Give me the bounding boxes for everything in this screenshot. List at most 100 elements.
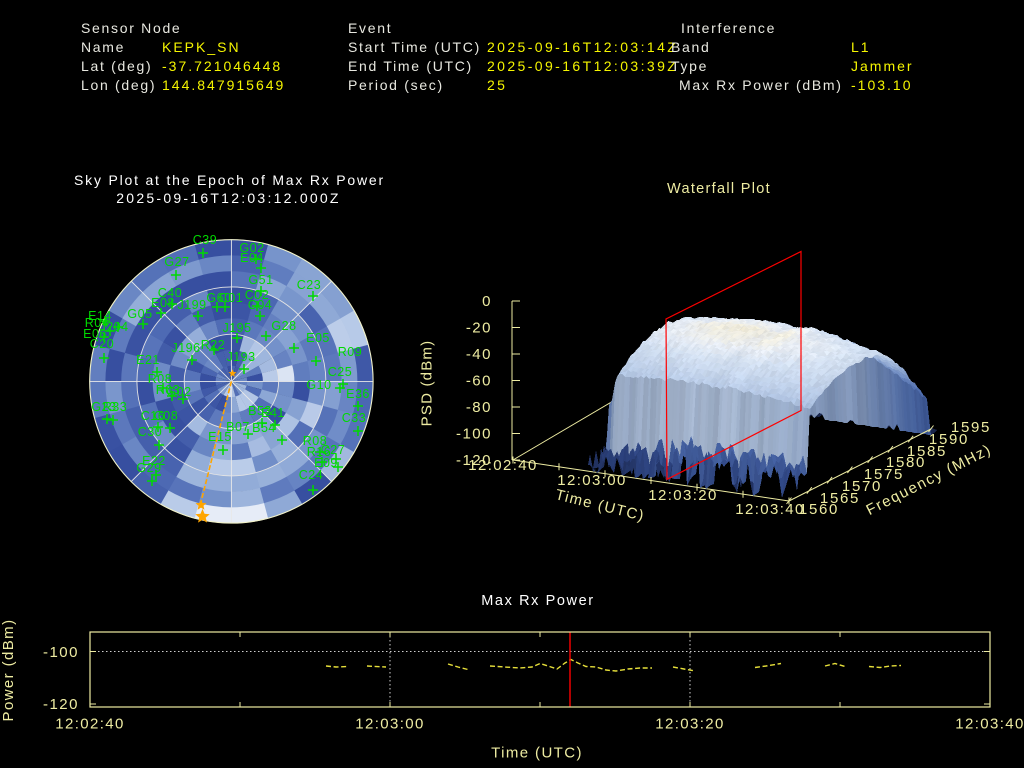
svg-text:Name: Name [81, 39, 125, 55]
svg-text:C25: C25 [328, 365, 352, 379]
svg-text:B53: B53 [248, 404, 272, 418]
svg-text:2025-09-16T12:03:14Z: 2025-09-16T12:03:14Z [487, 39, 678, 55]
svg-text:G05: G05 [127, 307, 152, 321]
svg-text:G02: G02 [239, 241, 264, 255]
svg-text:R04: R04 [85, 316, 109, 330]
svg-text:R08: R08 [303, 434, 327, 448]
svg-text:C23: C23 [297, 278, 321, 292]
svg-text:1590: 1590 [929, 431, 969, 448]
svg-text:1580: 1580 [886, 454, 926, 471]
svg-text:E05: E05 [306, 331, 330, 345]
svg-text:C40: C40 [158, 286, 182, 300]
svg-text:C16: C16 [141, 409, 165, 423]
svg-text:R09: R09 [338, 345, 362, 359]
svg-text:-120: -120 [43, 696, 79, 713]
svg-text:E06: E06 [83, 327, 107, 341]
svg-text:G23: G23 [91, 400, 116, 414]
svg-text:E21: E21 [136, 353, 160, 367]
svg-text:R08: R08 [148, 372, 172, 386]
svg-text:-40: -40 [466, 346, 492, 363]
svg-text:Jammer: Jammer [851, 58, 914, 74]
svg-text:R33: R33 [103, 400, 127, 414]
svg-text:PSD (dBm): PSD (dBm) [419, 340, 436, 427]
svg-text:25: 25 [487, 77, 507, 93]
svg-text:12:03:20: 12:03:20 [655, 716, 725, 733]
svg-text:C24: C24 [299, 468, 323, 482]
svg-text:1575: 1575 [864, 466, 904, 483]
svg-text:Start Time (UTC): Start Time (UTC) [348, 39, 481, 55]
svg-text:2025-09-16T12:03:12.000Z: 2025-09-16T12:03:12.000Z [116, 190, 340, 206]
svg-text:Band: Band [671, 39, 711, 55]
svg-text:Event: Event [348, 20, 392, 36]
svg-text:Max Rx Power (dBm): Max Rx Power (dBm) [679, 77, 843, 93]
svg-text:L1: L1 [851, 39, 871, 55]
svg-text:Lat (deg): Lat (deg) [81, 58, 152, 74]
svg-text:G28: G28 [271, 319, 296, 333]
svg-text:1560: 1560 [799, 501, 839, 518]
svg-text:-80: -80 [466, 399, 492, 416]
svg-text:1565: 1565 [820, 490, 860, 507]
svg-text:C33: C33 [342, 411, 366, 425]
svg-text:-103.10: -103.10 [851, 77, 912, 93]
svg-text:C02: C02 [245, 288, 269, 302]
svg-text:12:03:40: 12:03:40 [735, 501, 805, 518]
svg-text:G60: G60 [206, 291, 231, 305]
svg-text:C27: C27 [321, 443, 345, 457]
svg-text:R22: R22 [201, 338, 225, 352]
svg-text:J195: J195 [222, 321, 251, 335]
svg-text:-100: -100 [456, 426, 492, 443]
svg-text:E14: E14 [88, 309, 112, 323]
svg-text:J196: J196 [171, 341, 200, 355]
svg-text:Type: Type [671, 58, 708, 74]
svg-text:E41: E41 [261, 406, 285, 420]
svg-text:1570: 1570 [842, 478, 882, 495]
svg-text:C30: C30 [138, 425, 162, 439]
svg-text:Sky Plot at the Epoch of Max R: Sky Plot at the Epoch of Max Rx Power [74, 172, 385, 188]
svg-text:C01: C01 [219, 291, 243, 305]
svg-text:KEPK_SN: KEPK_SN [162, 39, 241, 55]
svg-text:144.847915649: 144.847915649 [162, 77, 285, 93]
svg-text:12:03:20: 12:03:20 [648, 487, 718, 504]
svg-text:1585: 1585 [907, 443, 947, 460]
svg-text:Lon (deg): Lon (deg) [81, 77, 156, 93]
svg-text:E36: E36 [346, 387, 370, 401]
svg-text:12:03:40: 12:03:40 [955, 716, 1024, 733]
svg-text:G51: G51 [248, 273, 273, 287]
svg-text:C08: C08 [154, 409, 178, 423]
svg-text:J199: J199 [177, 298, 206, 312]
svg-text:12:02:40: 12:02:40 [55, 716, 125, 733]
svg-text:C20: C20 [90, 337, 114, 351]
svg-text:2025-09-16T12:03:39Z: 2025-09-16T12:03:39Z [487, 58, 678, 74]
svg-text:-20: -20 [466, 320, 492, 337]
svg-text:0: 0 [482, 293, 492, 310]
svg-text:Period (sec): Period (sec) [348, 77, 444, 93]
svg-text:12:03:00: 12:03:00 [355, 716, 425, 733]
svg-text:Sensor Node: Sensor Node [81, 20, 181, 36]
svg-text:G10: G10 [306, 378, 331, 392]
svg-text:1595: 1595 [951, 419, 991, 436]
svg-text:J193: J193 [226, 350, 255, 364]
svg-text:R16: R16 [307, 445, 331, 459]
svg-text:Power (dBm): Power (dBm) [0, 619, 17, 722]
svg-text:E22: E22 [142, 454, 166, 468]
svg-text:R03: R03 [156, 383, 180, 397]
svg-text:Max Rx Power: Max Rx Power [481, 593, 594, 609]
svg-text:End Time (UTC): End Time (UTC) [348, 58, 473, 74]
svg-text:B07: B07 [226, 420, 250, 434]
svg-text:J204: J204 [99, 320, 128, 334]
svg-text:-100: -100 [43, 644, 79, 661]
svg-text:Waterfall Plot: Waterfall Plot [667, 181, 771, 197]
svg-text:C39: C39 [193, 233, 217, 247]
svg-text:G29: G29 [136, 461, 161, 475]
svg-text:Interference: Interference [681, 20, 776, 36]
svg-text:G02: G02 [166, 385, 191, 399]
svg-text:G27: G27 [164, 255, 189, 269]
svg-text:E08: E08 [151, 296, 175, 310]
svg-text:12:03:00: 12:03:00 [557, 472, 627, 489]
svg-text:E09: E09 [314, 456, 338, 470]
svg-text:C04: C04 [248, 298, 272, 312]
svg-text:-120: -120 [456, 452, 492, 469]
svg-text:12:02:40: 12:02:40 [468, 457, 538, 474]
svg-text:E15: E15 [208, 430, 232, 444]
svg-text:Time (UTC): Time (UTC) [491, 745, 583, 762]
